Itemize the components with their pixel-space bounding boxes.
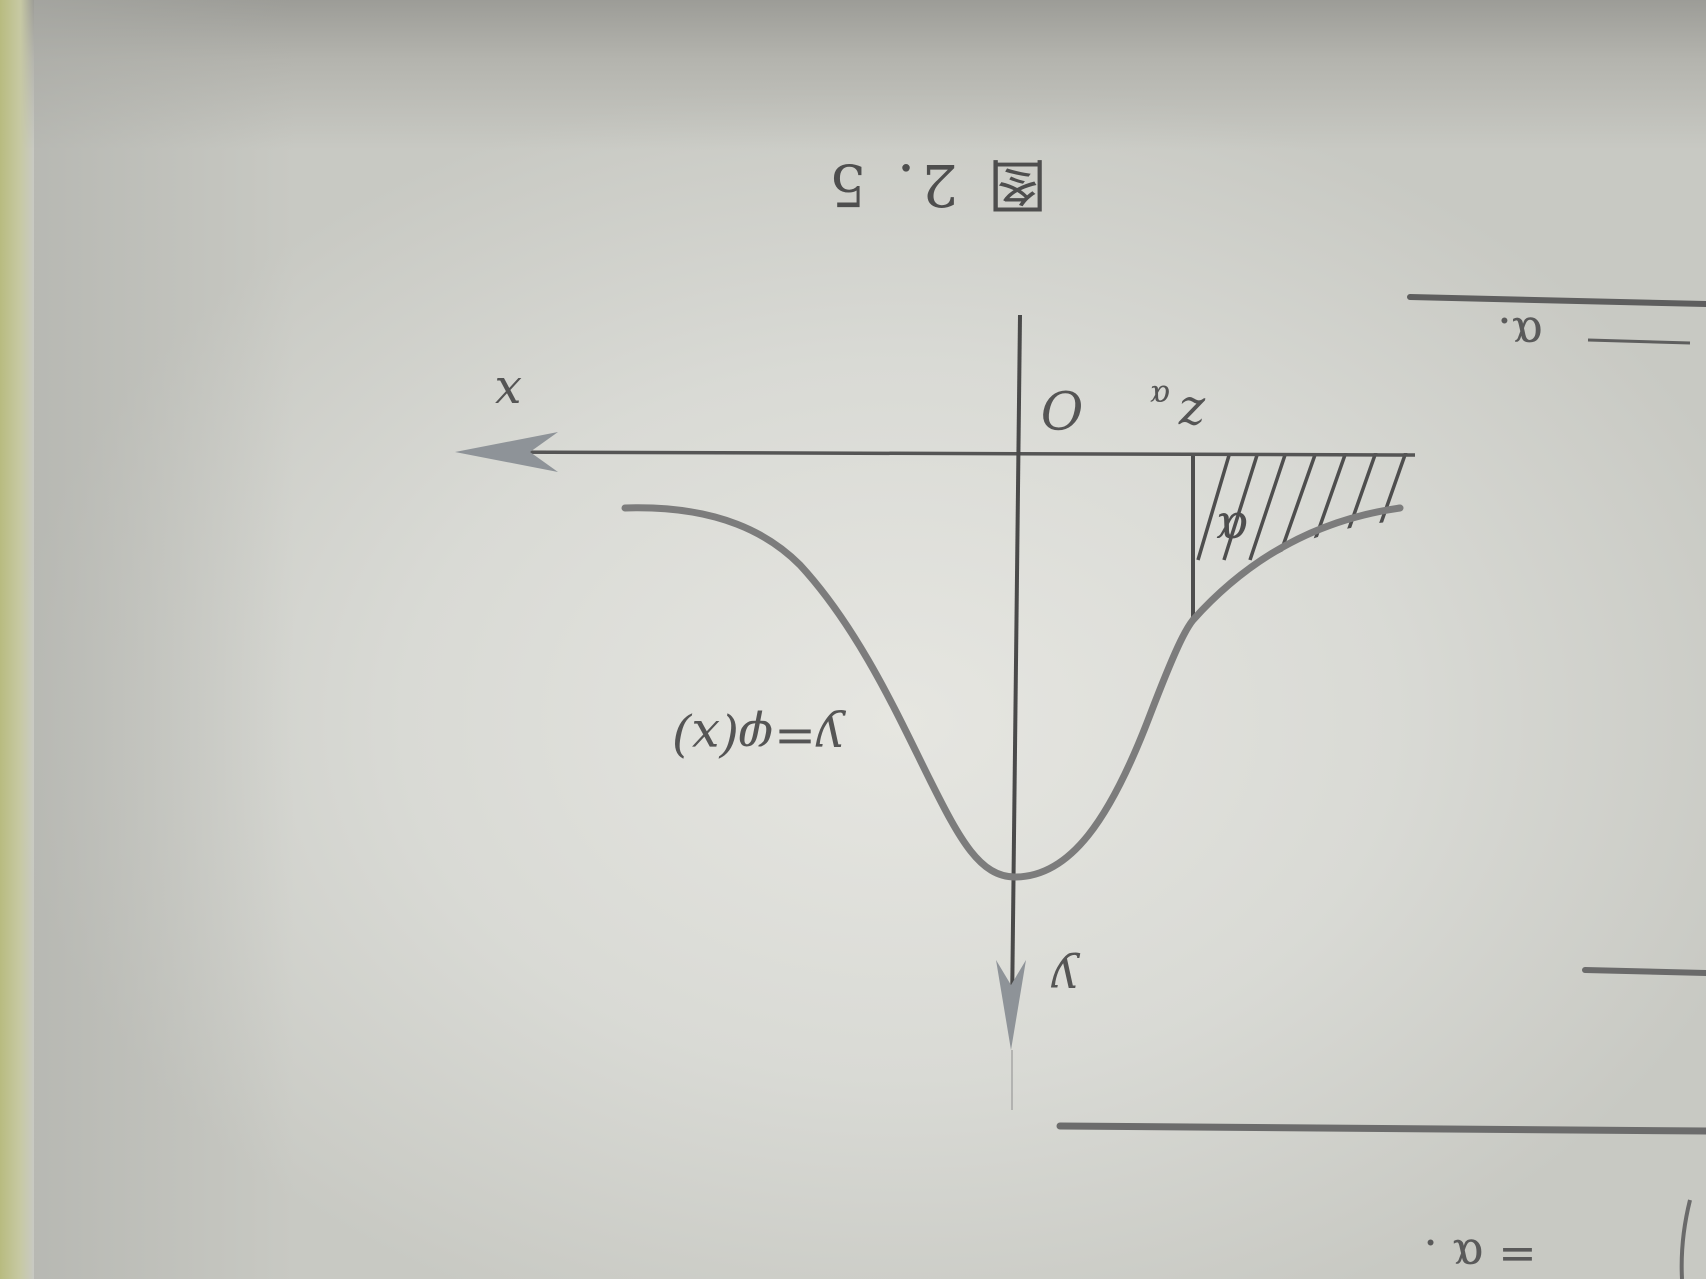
x-axis-arrowhead <box>455 432 558 472</box>
x-axis <box>479 450 1416 457</box>
margin-text-top: α. <box>1497 307 1543 361</box>
right-rule-middle <box>1582 967 1706 976</box>
margin-text-top-label: α. <box>1497 307 1543 361</box>
margin-text-bottom: = α . <box>1423 1229 1536 1279</box>
right-fraction-bar <box>1587 338 1691 345</box>
shaded-area-label: α <box>1216 501 1248 557</box>
figure-caption: 图 2. 5 <box>823 151 1046 219</box>
right-rule-bottom <box>1056 1122 1706 1135</box>
margin-text-bottom-label: = α . <box>1423 1229 1536 1279</box>
left-page-edge <box>0 0 34 1279</box>
curve-label: y=φ(x) <box>672 709 846 767</box>
right-rule-top <box>1407 294 1706 307</box>
integral-sign-fragment <box>1679 1199 1692 1279</box>
critical-point-letter: z <box>1178 386 1206 444</box>
density-curve <box>621 504 1404 881</box>
x-axis-label: x <box>494 366 521 422</box>
left-shade <box>34 0 294 1279</box>
y-axis <box>1010 314 1022 1011</box>
critical-point-label: z α <box>1150 378 1206 444</box>
critical-point-subscript: α <box>1150 378 1170 413</box>
y-axis-label: y <box>1050 951 1080 1007</box>
origin-label: O <box>1041 378 1084 438</box>
y-axis-arrowhead <box>996 960 1026 1050</box>
